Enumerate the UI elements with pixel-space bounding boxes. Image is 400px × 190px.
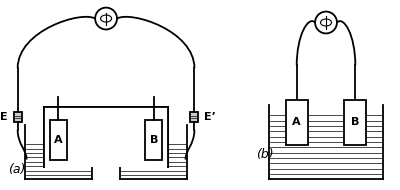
Bar (145, 120, 162, 160)
Text: B: B (351, 117, 360, 127)
Bar (50, 120, 67, 160)
Bar (44, 107, 168, 168)
Bar (286, 100, 308, 145)
Bar (190, 112, 198, 122)
Bar (344, 100, 366, 145)
Text: E: E (0, 112, 8, 122)
Text: A: A (292, 117, 301, 127)
Text: (b): (b) (256, 148, 274, 161)
Bar (14, 112, 22, 122)
Circle shape (315, 12, 337, 33)
Text: E’: E’ (204, 112, 216, 122)
Text: A: A (54, 135, 63, 145)
Text: B: B (150, 135, 158, 145)
Text: (a): (a) (8, 163, 25, 176)
Circle shape (95, 8, 117, 29)
